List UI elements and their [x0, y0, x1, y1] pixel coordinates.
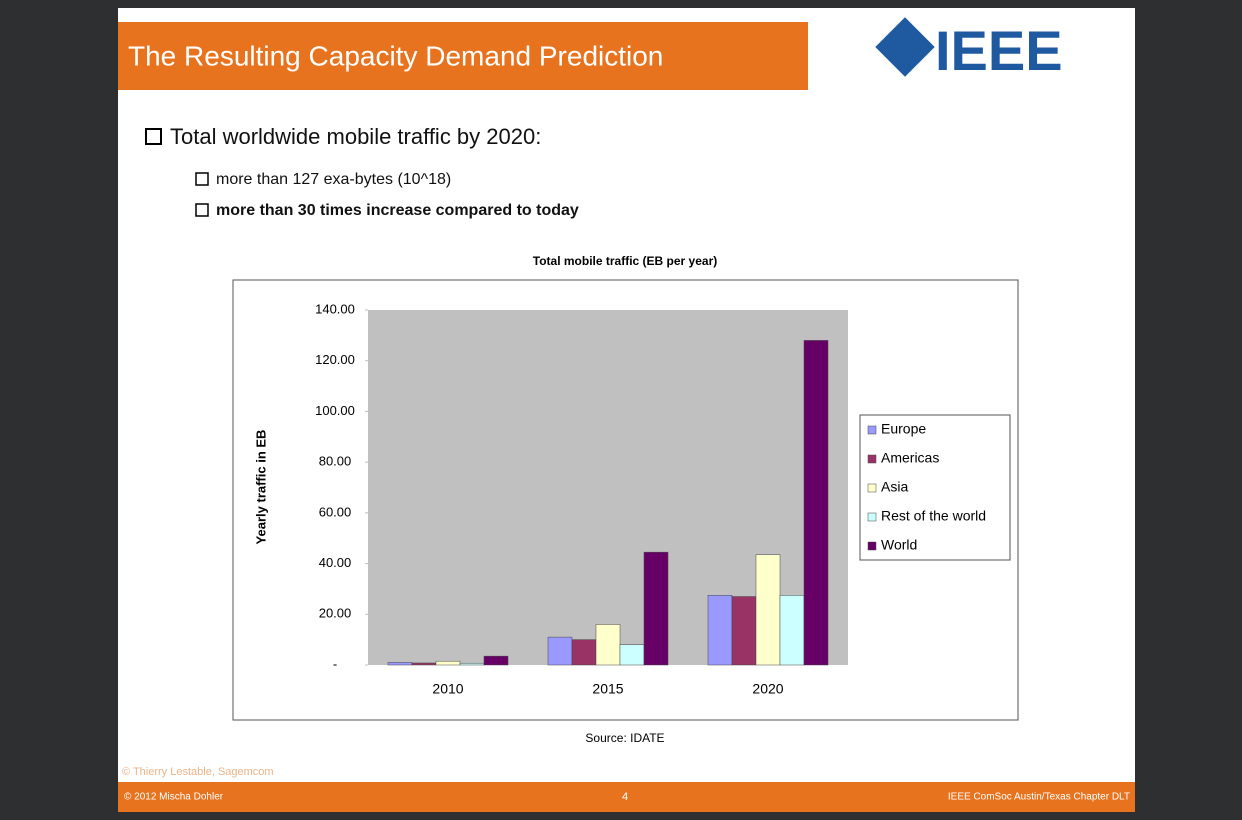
footer-left: © 2012 Mischa Dohler — [124, 792, 224, 803]
legend-swatch — [867, 512, 877, 522]
sub-bullet: more than 127 exa-bytes (10^18) — [216, 171, 451, 188]
bar — [411, 662, 437, 666]
credit: © Thierry Lestable, Sagemcom — [122, 766, 274, 778]
x-tick-label: 2020 — [752, 681, 783, 697]
bar — [731, 596, 757, 666]
bar — [571, 639, 597, 666]
bar — [483, 655, 509, 666]
sub-bullet: more than 30 times increase compared to … — [216, 202, 579, 219]
y-tick-label: 100.00 — [315, 403, 355, 418]
y-tick-label: 80.00 — [319, 454, 352, 469]
y-axis-label: Yearly traffic in EB — [253, 430, 268, 545]
bar — [803, 340, 829, 666]
legend-label: Americas — [881, 450, 939, 466]
legend-label: Rest of the world — [881, 508, 986, 524]
x-tick-label: 2015 — [592, 681, 623, 697]
y-tick-label: 120.00 — [315, 352, 355, 367]
logo-text: IEEE — [935, 19, 1063, 82]
y-tick-label: 140.00 — [315, 301, 355, 316]
legend-swatch — [867, 425, 877, 435]
checkbox — [195, 172, 209, 186]
bar — [387, 662, 413, 666]
header-band — [118, 22, 808, 90]
bar — [779, 595, 805, 666]
footer-page: 4 — [622, 791, 628, 803]
header-title: The Resulting Capacity Demand Prediction — [128, 40, 663, 71]
logo: IEEE — [875, 17, 1063, 82]
source: Source: IDATE — [585, 731, 664, 745]
bar — [435, 660, 461, 666]
bar — [595, 624, 621, 666]
chart-title: Total mobile traffic (EB per year) — [533, 254, 717, 268]
y-tick-label: 40.00 — [319, 555, 352, 570]
y-tick-label: - — [333, 656, 337, 671]
legend-label: World — [881, 537, 917, 553]
footer-right: IEEE ComSoc Austin/Texas Chapter DLT — [948, 792, 1130, 803]
bar — [459, 662, 485, 666]
bar — [707, 595, 733, 666]
legend-swatch — [867, 454, 877, 464]
legend-swatch — [867, 483, 877, 493]
legend — [859, 414, 1011, 561]
bullet: Total worldwide mobile traffic by 2020: — [170, 124, 541, 149]
y-tick-label: 20.00 — [319, 606, 352, 621]
legend-label: Europe — [881, 421, 926, 437]
bar — [755, 554, 781, 666]
legend-swatch — [867, 541, 877, 551]
y-tick-label: 60.00 — [319, 504, 352, 519]
legend-label: Asia — [881, 479, 908, 495]
checkbox — [145, 128, 162, 145]
bar — [619, 644, 645, 666]
footer-band — [118, 782, 1135, 812]
checkbox — [195, 203, 209, 217]
bar — [547, 636, 573, 666]
x-tick-label: 2010 — [432, 681, 463, 697]
bar — [643, 551, 669, 666]
